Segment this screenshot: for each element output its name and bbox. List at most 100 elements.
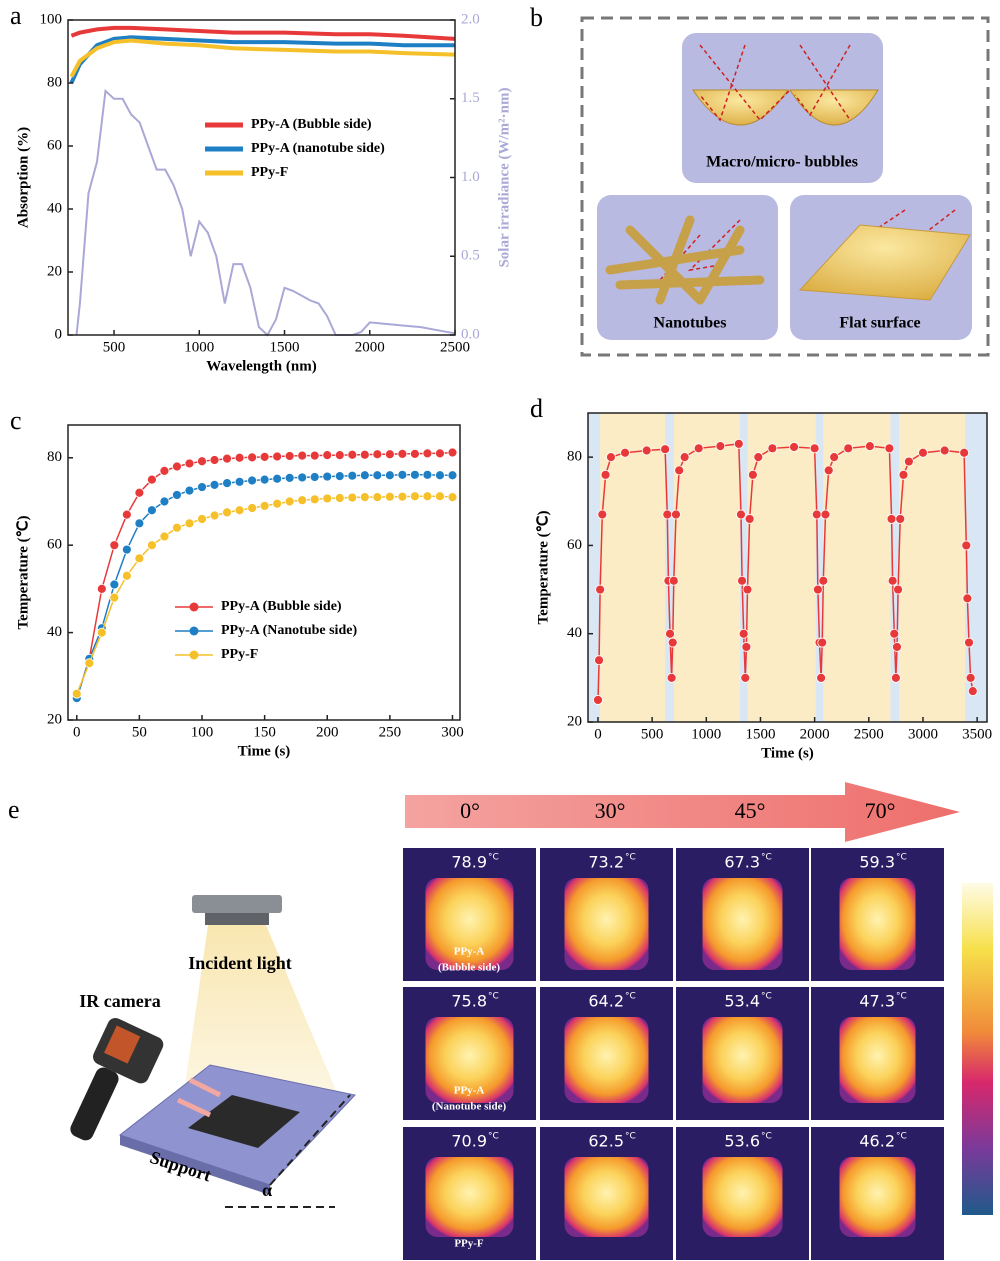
x-tick-label: 500: [641, 726, 664, 742]
data-point: [297, 495, 308, 506]
sample-note: (Bubble side): [438, 962, 500, 974]
data-point: [134, 487, 145, 498]
data-point: [172, 522, 182, 533]
data-point: [309, 450, 320, 461]
data-point: [234, 505, 245, 516]
data-point: [259, 452, 270, 462]
series-line: [597, 443, 974, 700]
temperature-unit: °C: [488, 853, 499, 863]
y-tick-label: 60: [567, 537, 582, 553]
data-point: [397, 491, 408, 502]
temperature: 46.2: [859, 1132, 895, 1151]
data-point: [753, 452, 764, 463]
data-point: [84, 658, 95, 669]
data-point: [961, 540, 972, 551]
data-point: [594, 655, 604, 666]
y-axis-title: Temperature (℃): [535, 511, 551, 625]
data-point: [234, 476, 245, 487]
data-point: [184, 485, 195, 496]
data-point: [147, 505, 157, 516]
x-tick-label: 3500: [962, 726, 992, 742]
data-point: [422, 469, 433, 480]
lamp: [192, 895, 282, 913]
data-point: [359, 449, 370, 460]
y-tick-label: 80: [47, 449, 62, 465]
data-point: [410, 491, 420, 502]
x-tick-label: 2000: [355, 339, 385, 355]
data-point: [887, 575, 898, 586]
data-point: [895, 514, 906, 524]
data-point: [892, 642, 902, 652]
data-point: [147, 474, 157, 485]
temperature-unit: °C: [625, 992, 636, 1002]
data-point: [662, 509, 673, 520]
data-point: [812, 584, 823, 595]
data-point: [322, 493, 333, 504]
data-point: [247, 503, 258, 513]
temperature-unit: °C: [896, 853, 907, 863]
angle-arrow: [405, 782, 960, 842]
y2-tick-label: 1.0: [461, 169, 480, 185]
data-point: [884, 443, 895, 454]
data-point: [890, 672, 901, 683]
data-point: [71, 688, 82, 699]
data-point: [372, 492, 383, 503]
data-point: [384, 470, 395, 481]
x-tick-label: 0: [73, 724, 81, 740]
legend-label: PPy-A (nanotube side): [251, 141, 385, 156]
panel-b: b Macro/micro- bubbles Nanotubes Flat su…: [530, 3, 990, 357]
hot-spot: [564, 1017, 649, 1103]
data-point: [597, 509, 608, 520]
temperature: 47.3: [859, 992, 895, 1011]
hot-spot: [839, 1157, 916, 1237]
data-point: [410, 469, 420, 480]
x-tick-label: 1000: [184, 339, 214, 355]
data-point: [767, 443, 778, 454]
sample-note: (Nanotube side): [432, 1101, 507, 1113]
temperature-unit: °C: [896, 992, 907, 1002]
data-point: [359, 492, 370, 503]
x-tick-label: 300: [441, 724, 464, 740]
x-tick-label: 1500: [270, 339, 300, 355]
x-tick-label: 2500: [440, 339, 470, 355]
x-tick-label: 500: [103, 339, 126, 355]
ir-camera: [70, 1017, 164, 1141]
data-point: [272, 473, 283, 484]
data-point: [234, 452, 245, 463]
data-point: [843, 443, 854, 454]
temperature: 62.5: [588, 1132, 624, 1151]
light-on-band: [747, 413, 816, 722]
data-point: [172, 461, 182, 472]
data-point: [334, 471, 345, 482]
y-tick-label: 40: [47, 200, 62, 216]
data-point: [593, 695, 603, 705]
dashed-line: [269, 1094, 351, 1186]
data-point: [679, 452, 690, 463]
data-point: [736, 509, 746, 520]
data-point: [918, 447, 928, 458]
temperature: 75.8: [451, 992, 487, 1011]
data-point: [447, 492, 458, 503]
light-on-band: [600, 413, 666, 722]
data-point: [109, 592, 120, 603]
data-point: [967, 686, 978, 696]
y-tick-label: 40: [567, 625, 582, 641]
temperature: 67.3: [724, 853, 760, 872]
legend-marker: [189, 650, 199, 660]
legend-marker: [189, 626, 199, 636]
series-line: [76, 451, 453, 699]
data-point: [284, 496, 295, 507]
data-point: [96, 583, 107, 594]
data-point: [247, 452, 258, 463]
series-line: [76, 495, 453, 695]
data-point: [322, 450, 333, 461]
temperature-unit: °C: [488, 1132, 499, 1142]
x-axis-title: Wavelength (nm): [206, 358, 316, 374]
data-point: [222, 453, 232, 464]
data-point: [964, 637, 974, 648]
data-point: [435, 491, 445, 502]
label: Incident light: [188, 953, 292, 973]
data-point: [744, 514, 755, 524]
legend-marker: [189, 602, 199, 612]
